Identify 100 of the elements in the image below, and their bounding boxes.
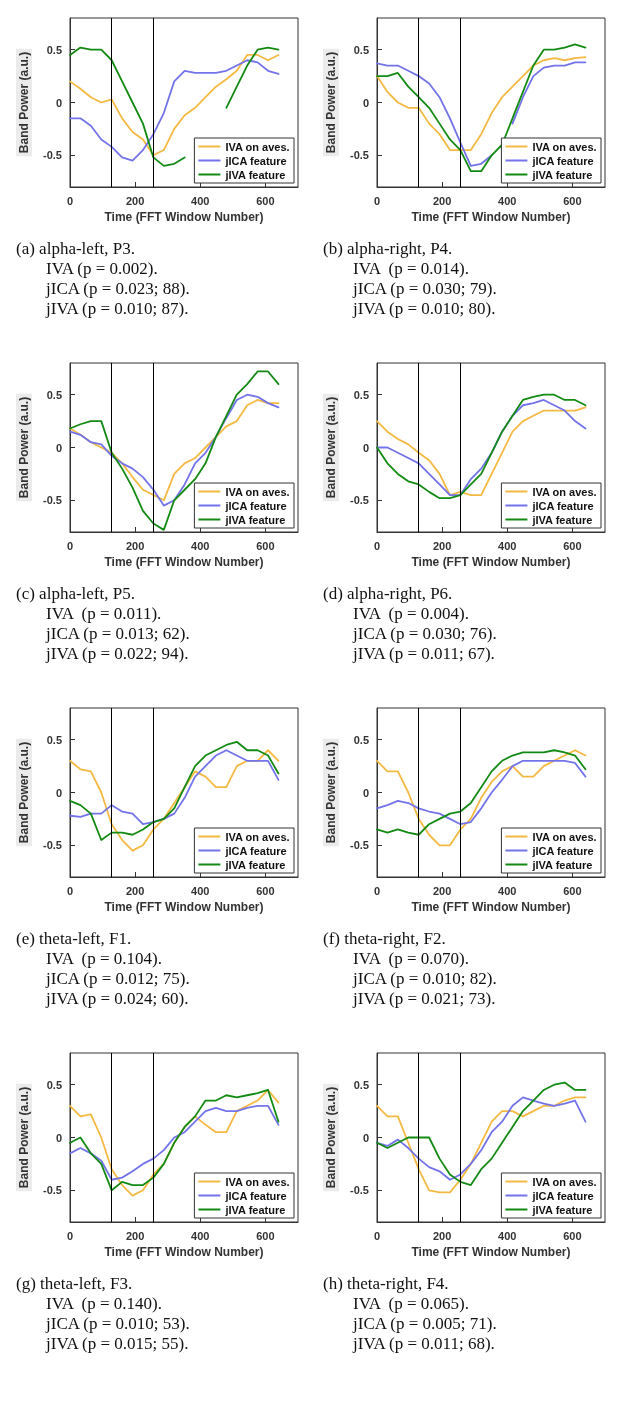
x-axis-title: Time (FFT Window Number) <box>411 1245 571 1259</box>
y-axis-title: Band Power (a.u.) <box>324 396 338 499</box>
x-axis-title: Time (FFT Window Number) <box>411 900 571 914</box>
text: jIVA (p = 0.010; 87). <box>44 299 190 319</box>
text: jIVA (p = 0.015; 55). <box>44 1334 190 1354</box>
x-axis-title: Time (FFT Window Number) <box>104 1245 264 1259</box>
text: jICA (p = 0.023; 88). <box>44 279 191 299</box>
text: IVA (p = 0.011). <box>45 604 163 624</box>
y-tick-label: -0.5 <box>350 839 369 852</box>
y-tick-label: 0.5 <box>46 43 62 56</box>
y-axis-title: Band Power (a.u.) <box>17 51 31 154</box>
x-tick-label: 400 <box>191 1229 210 1242</box>
text: jIVA (p = 0.010; 80). <box>351 299 497 319</box>
y-tick-label: -0.5 <box>350 494 369 507</box>
x-tick-label: 600 <box>256 884 275 897</box>
x-tick-label: 400 <box>498 194 517 207</box>
line-series <box>376 759 587 826</box>
y-tick-label: 0 <box>362 441 369 454</box>
y-axis-title: Band Power (a.u.) <box>324 1086 338 1189</box>
text: (c) alpha-left, P5. <box>15 584 136 604</box>
text: jICA (p = 0.030; 76). <box>351 624 498 644</box>
x-tick-label: 200 <box>125 194 145 207</box>
y-tick-label: 0.5 <box>46 388 62 401</box>
x-tick-label: 600 <box>563 1229 582 1242</box>
legend-label: jIVA feature <box>531 858 593 871</box>
y-tick-label: 0 <box>362 1131 369 1144</box>
legend-label: jICA feature <box>224 1189 287 1202</box>
text: (a) alpha-left, P3. <box>15 239 136 259</box>
text: jIVA (p = 0.024; 60). <box>44 989 190 1009</box>
legend-label: IVA on aves. <box>225 1175 290 1188</box>
y-axis-title: Band Power (a.u.) <box>17 741 31 844</box>
x-tick-label: 0 <box>373 1229 381 1242</box>
text: IVA (p = 0.065). <box>352 1294 470 1314</box>
y-axis-title: Band Power (a.u.) <box>324 51 338 154</box>
text: jICA (p = 0.010; 53). <box>44 1314 191 1334</box>
x-tick-label: 0 <box>373 194 381 207</box>
text: jIVA (p = 0.011; 67). <box>351 644 496 664</box>
legend-label: IVA on aves. <box>225 140 290 153</box>
y-tick-label: 0.5 <box>353 388 369 401</box>
legend-label: jICA feature <box>531 499 594 512</box>
text: jICA (p = 0.013; 62). <box>44 624 191 644</box>
text: IVA (p = 0.070). <box>352 949 470 969</box>
x-tick-label: 200 <box>432 194 452 207</box>
y-tick-label: -0.5 <box>43 149 62 162</box>
y-axis-title: Band Power (a.u.) <box>17 1086 31 1189</box>
x-tick-label: 400 <box>498 884 517 897</box>
y-tick-label: -0.5 <box>43 839 62 852</box>
legend-label: jIVA feature <box>224 858 286 871</box>
x-tick-label: 600 <box>256 539 275 552</box>
text: (b) alpha-right, P4. <box>322 239 454 259</box>
legend-label: jIVA feature <box>531 513 593 526</box>
x-tick-label: 200 <box>432 1229 452 1242</box>
legend-label: IVA on aves. <box>532 830 597 843</box>
legend-label: jICA feature <box>531 1189 594 1202</box>
y-tick-label: 0 <box>362 786 369 799</box>
y-tick-label: -0.5 <box>350 1184 369 1197</box>
text: jIVA (p = 0.011; 68). <box>351 1334 496 1354</box>
x-axis-title: Time (FFT Window Number) <box>104 900 264 914</box>
legend-label: jIVA feature <box>224 168 286 181</box>
x-axis-title: Time (FFT Window Number) <box>104 210 264 224</box>
legend-label: IVA on aves. <box>532 140 597 153</box>
y-tick-label: 0.5 <box>46 733 62 746</box>
text: IVA (p = 0.014). <box>352 259 470 279</box>
x-tick-label: 400 <box>498 1229 517 1242</box>
legend-label: IVA on aves. <box>225 830 290 843</box>
y-tick-label: 0 <box>55 441 62 454</box>
text: jIVA (p = 0.022; 94). <box>44 644 190 664</box>
y-tick-label: -0.5 <box>43 494 62 507</box>
text: IVA (p = 0.104). <box>45 949 163 969</box>
x-tick-label: 200 <box>125 539 145 552</box>
y-axis-title: Band Power (a.u.) <box>324 741 338 844</box>
text: jIVA (p = 0.021; 73). <box>351 989 497 1009</box>
legend-label: jICA feature <box>531 154 594 167</box>
y-tick-label: 0.5 <box>353 733 369 746</box>
x-tick-label: 200 <box>432 539 452 552</box>
y-axis-title: Band Power (a.u.) <box>17 396 31 499</box>
x-tick-label: 0 <box>66 539 74 552</box>
legend-label: jIVA feature <box>224 513 286 526</box>
y-tick-label: 0.5 <box>353 1078 369 1091</box>
x-axis-title: Time (FFT Window Number) <box>411 210 571 224</box>
x-tick-label: 600 <box>563 194 582 207</box>
text: (e) theta-left, F1. <box>15 929 133 949</box>
y-tick-label: 0 <box>362 96 369 109</box>
legend-label: jICA feature <box>224 499 287 512</box>
legend-label: jICA feature <box>531 844 594 857</box>
x-tick-label: 0 <box>66 884 74 897</box>
y-tick-label: 0.5 <box>46 1078 62 1091</box>
x-tick-label: 600 <box>256 1229 275 1242</box>
text: (f) theta-right, F2. <box>322 929 447 949</box>
x-tick-label: 600 <box>256 194 275 207</box>
text: jICA (p = 0.005; 71). <box>351 1314 498 1334</box>
y-tick-label: 0 <box>55 786 62 799</box>
x-tick-label: 400 <box>191 539 210 552</box>
y-tick-label: 0 <box>55 96 62 109</box>
x-tick-label: 200 <box>125 884 145 897</box>
line-series <box>69 749 280 826</box>
legend-label: jIVA feature <box>531 1203 593 1216</box>
text: jICA (p = 0.012; 75). <box>44 969 191 989</box>
text: IVA (p = 0.002). <box>45 259 159 279</box>
y-tick-label: 0.5 <box>353 43 369 56</box>
